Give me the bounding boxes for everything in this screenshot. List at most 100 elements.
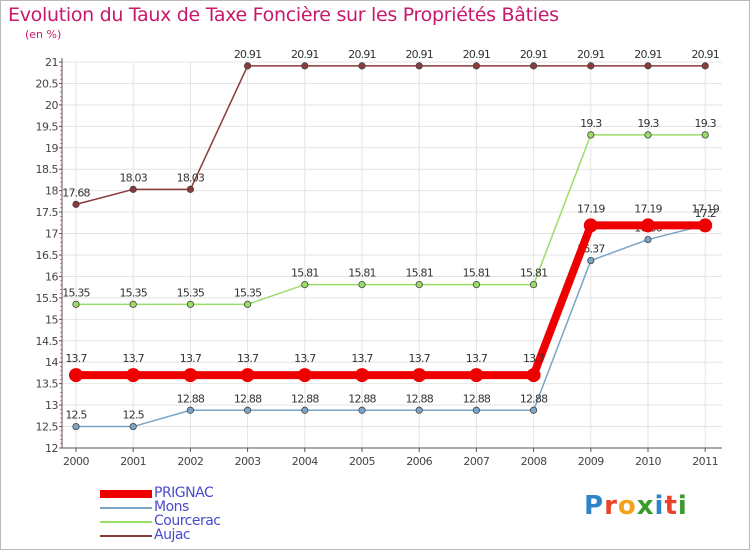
data-point-prignac bbox=[126, 368, 141, 383]
y-tick-label: 14 bbox=[45, 356, 58, 369]
data-label-mons: 12.88 bbox=[520, 392, 548, 405]
series-line-aujac bbox=[75, 65, 706, 206]
chart-title: Evolution du Taux de Taxe Foncière sur l… bbox=[8, 4, 559, 26]
data-label-prignac: 13.7 bbox=[65, 352, 87, 365]
logo-letter: i bbox=[654, 491, 665, 521]
logo-letter: P bbox=[584, 491, 605, 521]
data-label-mons: 12.88 bbox=[463, 392, 491, 405]
data-label-aujac: 18.03 bbox=[119, 171, 147, 184]
data-label-courcerac: 15.81 bbox=[520, 267, 548, 280]
legend-item-mons: Mons bbox=[100, 499, 300, 515]
data-point-courcerac bbox=[244, 300, 252, 308]
x-tick-label: 2008 bbox=[521, 455, 547, 468]
data-point-mons bbox=[644, 235, 652, 244]
logo-letter: t bbox=[664, 491, 678, 521]
x-tick-label: 2002 bbox=[177, 455, 203, 468]
data-point-courcerac bbox=[472, 280, 480, 289]
data-point-prignac bbox=[183, 368, 198, 383]
data-label-prignac: 17.19 bbox=[634, 202, 662, 215]
data-point-prignac bbox=[69, 368, 83, 383]
y-tick-label: 15.5 bbox=[36, 292, 59, 305]
legend-item-prignac: PRIGNAC bbox=[100, 485, 300, 501]
data-label-courcerac: 15.35 bbox=[177, 286, 205, 299]
series-mons: 12.5 12.5 12.88 12.88 12.88 12.88 12.88 12.88 12… bbox=[65, 207, 717, 431]
data-point-aujac bbox=[244, 62, 252, 70]
data-label-aujac: 17.68 bbox=[62, 186, 90, 199]
data-label-aujac: 20.91 bbox=[348, 48, 376, 61]
y-tick-label: 12.5 bbox=[36, 421, 59, 434]
data-label-prignac: 17.19 bbox=[691, 202, 719, 215]
data-point-prignac bbox=[240, 368, 255, 383]
y-tick-label: 20 bbox=[45, 99, 58, 112]
data-label-aujac: 18.03 bbox=[177, 171, 205, 184]
data-point-courcerac bbox=[301, 280, 309, 289]
data-label-prignac: 13.7 bbox=[466, 352, 488, 365]
data-label-courcerac: 15.81 bbox=[405, 267, 433, 280]
grid-lines bbox=[62, 61, 722, 449]
data-label-prignac: 13.7 bbox=[409, 352, 431, 365]
y-tick-label: 16 bbox=[45, 270, 58, 283]
axes: 12 12.5 13 13.5 14 14.5 15 15.5 16 16.5 17 17.5 18 18… bbox=[36, 56, 722, 468]
legend-item-courcerac: Courcerac bbox=[100, 513, 300, 529]
data-point-mons bbox=[301, 406, 309, 414]
data-label-aujac: 20.91 bbox=[463, 48, 491, 61]
y-tick-label: 19 bbox=[45, 142, 58, 155]
x-tick-label: 2000 bbox=[63, 455, 89, 468]
series-line-prignac bbox=[76, 221, 706, 380]
data-point-courcerac bbox=[644, 131, 652, 139]
legend-swatch bbox=[100, 507, 152, 509]
y-tick-label: 13.5 bbox=[36, 378, 59, 391]
data-label-mons: 12.5 bbox=[65, 409, 87, 422]
y-tick-label: 14.5 bbox=[36, 335, 59, 348]
legend-swatch bbox=[100, 490, 152, 498]
data-label-aujac: 20.91 bbox=[291, 48, 319, 61]
data-label-aujac: 20.91 bbox=[520, 48, 548, 61]
data-label-aujac: 20.91 bbox=[577, 48, 605, 61]
y-tick-label: 20.5 bbox=[36, 77, 59, 90]
y-tick-label: 18.5 bbox=[36, 163, 59, 176]
logo-letter: x bbox=[636, 491, 655, 521]
series-layer: 17.68 18.03 18.03 20.91 20.91 20.91 20.91 20.91… bbox=[62, 48, 721, 431]
x-tick-label: 2001 bbox=[120, 455, 146, 468]
data-point-courcerac bbox=[415, 280, 423, 289]
y-tick-label: 16.5 bbox=[36, 249, 59, 262]
data-label-aujac: 20.91 bbox=[234, 48, 262, 61]
data-label-aujac: 20.91 bbox=[691, 48, 719, 61]
data-point-aujac bbox=[529, 62, 538, 70]
proxiti-logo: Proxiti bbox=[584, 491, 688, 521]
data-point-prignac bbox=[583, 218, 598, 233]
data-point-mons bbox=[186, 406, 194, 414]
data-label-mons: 12.5 bbox=[123, 409, 145, 422]
data-point-prignac bbox=[526, 368, 541, 383]
series-aujac: 17.68 18.03 18.03 20.91 20.91 20.91 20.91 20.91… bbox=[62, 48, 720, 208]
data-point-courcerac bbox=[587, 131, 595, 139]
legend-swatch bbox=[100, 521, 152, 523]
data-label-courcerac: 15.35 bbox=[119, 286, 147, 299]
data-point-aujac bbox=[415, 62, 423, 70]
data-label-mons: 12.88 bbox=[405, 392, 433, 405]
data-point-courcerac bbox=[701, 131, 709, 139]
legend-swatch bbox=[100, 535, 152, 537]
logo-letter: o bbox=[617, 491, 637, 521]
series-line-mons bbox=[76, 224, 706, 428]
data-point-mons bbox=[244, 406, 252, 414]
legend-label: Aujac bbox=[154, 527, 191, 543]
data-point-aujac bbox=[186, 185, 194, 193]
data-label-courcerac: 19.3 bbox=[695, 117, 717, 130]
series-line-courcerac bbox=[76, 134, 706, 306]
data-point-aujac bbox=[72, 200, 80, 208]
x-tick-label: 2010 bbox=[635, 455, 661, 468]
data-point-mons bbox=[72, 422, 80, 431]
data-point-prignac bbox=[698, 218, 713, 233]
y-tick-label: 19.5 bbox=[36, 120, 59, 133]
y-tick-label: 18 bbox=[45, 185, 58, 198]
y-unit-label: (en %) bbox=[25, 28, 62, 41]
data-label-courcerac: 15.35 bbox=[234, 286, 262, 299]
y-tick-label: 12 bbox=[45, 442, 58, 455]
data-label-courcerac: 19.3 bbox=[637, 117, 659, 130]
data-point-courcerac bbox=[358, 280, 366, 289]
data-point-aujac bbox=[301, 62, 309, 70]
x-tick-label: 2003 bbox=[235, 455, 261, 468]
data-label-courcerac: 15.81 bbox=[348, 267, 376, 280]
x-tick-label: 2009 bbox=[578, 455, 604, 468]
